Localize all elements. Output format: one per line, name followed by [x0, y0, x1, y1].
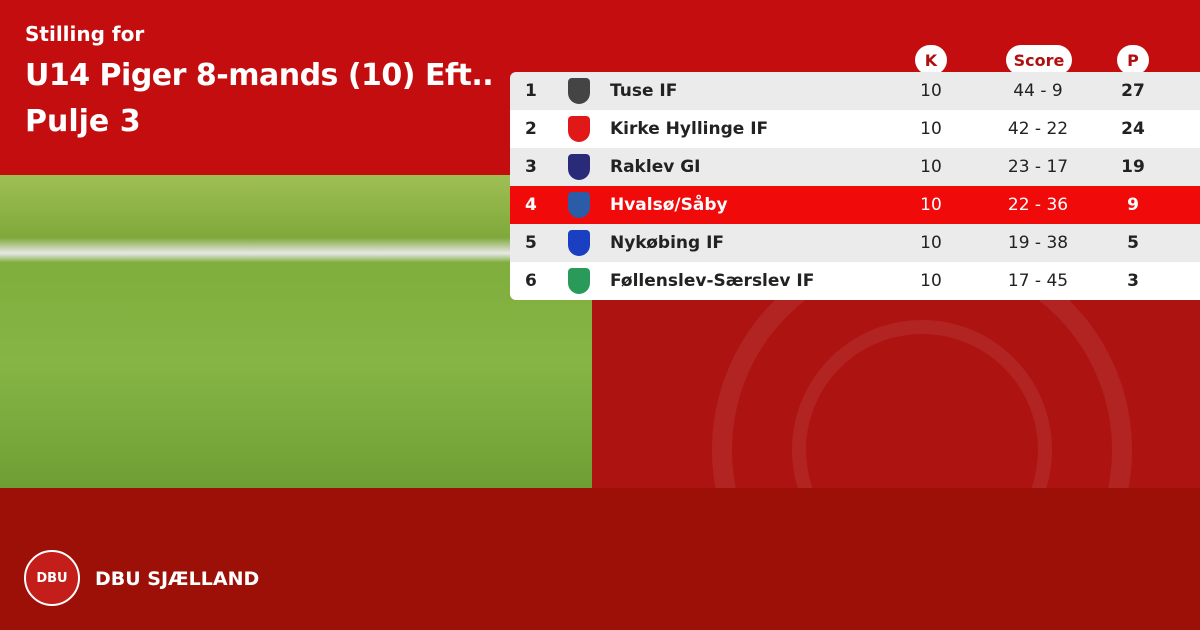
points: 27 [1121, 81, 1145, 101]
watermark-area [592, 300, 1200, 488]
rank: 5 [525, 233, 537, 253]
matches-played: 10 [920, 233, 942, 253]
rank: 4 [525, 195, 537, 215]
rank: 3 [525, 157, 537, 177]
matches-played: 10 [920, 271, 942, 291]
match-photo [0, 175, 592, 488]
team-name: Tuse IF [610, 81, 678, 101]
logo-text: DBU [36, 570, 68, 586]
goal-score: 22 - 36 [1007, 195, 1069, 215]
team-name: Kirke Hyllinge IF [610, 119, 769, 139]
matches-played: 10 [920, 157, 942, 177]
col-header-score: Score [1006, 45, 1072, 75]
brand-name: DBU SJÆLLAND [95, 568, 260, 590]
team-crest-icon [568, 78, 590, 104]
table-row: 4 Hvalsø/Såby 10 22 - 36 9 [510, 186, 1200, 224]
col-header-p: P [1117, 45, 1149, 75]
team-name: Føllenslev-Særslev IF [610, 271, 815, 291]
goal-score: 44 - 9 [1013, 81, 1063, 101]
goal-score: 19 - 38 [1007, 233, 1069, 253]
points: 24 [1121, 119, 1145, 139]
footer-bar [0, 488, 1200, 630]
team-name: Hvalsø/Såby [610, 195, 728, 215]
table-row: 5 Nykøbing IF 10 19 - 38 5 [510, 224, 1200, 262]
team-crest-icon [568, 154, 590, 180]
rank: 1 [525, 81, 537, 101]
standings-table: 1 Tuse IF 10 44 - 9 27 2 Kirke Hyllinge I… [510, 72, 1200, 300]
points: 19 [1121, 157, 1145, 177]
points: 5 [1127, 233, 1139, 253]
goal-score: 42 - 22 [1007, 119, 1069, 139]
points: 9 [1127, 195, 1139, 215]
table-row: 1 Tuse IF 10 44 - 9 27 [510, 72, 1200, 110]
subtitle: Stilling for [25, 22, 145, 46]
team-crest-icon [568, 192, 590, 218]
team-name: Nykøbing IF [610, 233, 725, 253]
matches-played: 10 [920, 195, 942, 215]
page-title: U14 Piger 8-mands (10) Eft.. [25, 58, 494, 93]
rank: 6 [525, 271, 537, 291]
matches-played: 10 [920, 81, 942, 101]
table-row: 3 Raklev GI 10 23 - 17 19 [510, 148, 1200, 186]
team-crest-icon [568, 116, 590, 142]
rank: 2 [525, 119, 537, 139]
goal-score: 23 - 17 [1007, 157, 1069, 177]
table-row: 2 Kirke Hyllinge IF 10 42 - 22 24 [510, 110, 1200, 148]
goal-score: 17 - 45 [1007, 271, 1069, 291]
col-header-k: K [915, 45, 947, 75]
team-name: Raklev GI [610, 157, 701, 177]
table-row: 6 Føllenslev-Særslev IF 10 17 - 45 3 [510, 262, 1200, 300]
team-crest-icon [568, 268, 590, 294]
team-crest-icon [568, 230, 590, 256]
matches-played: 10 [920, 119, 942, 139]
points: 3 [1127, 271, 1139, 291]
dbu-logo-icon: DBU [24, 550, 80, 606]
pool-label: Pulje 3 [25, 104, 141, 139]
